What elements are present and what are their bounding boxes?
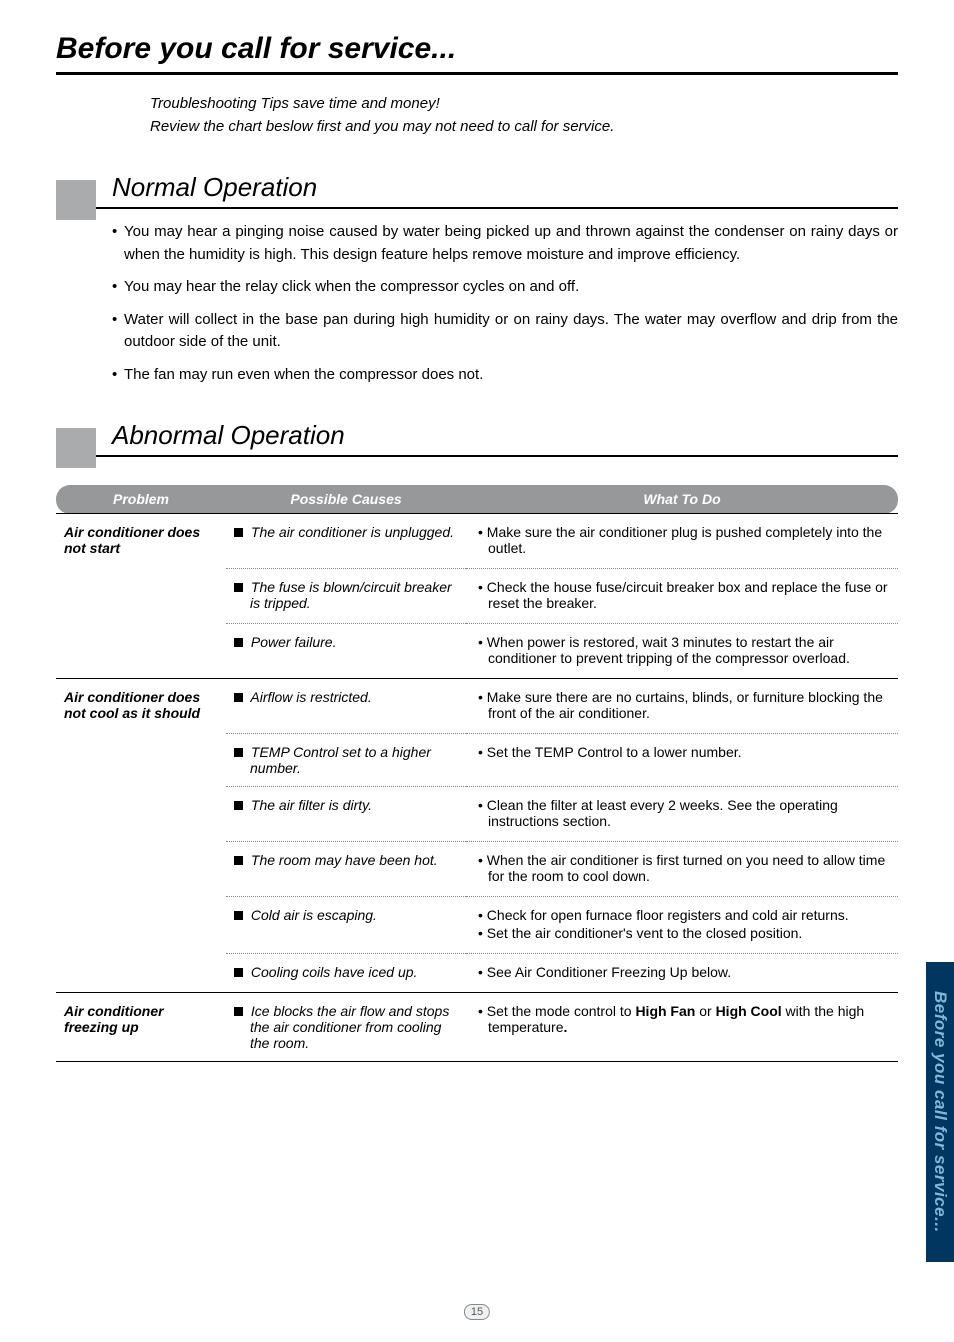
what-item: • Set the air conditioner's vent to the …	[474, 925, 890, 941]
what-item: • Clean the filter at least every 2 week…	[474, 797, 890, 829]
section-rule	[96, 207, 898, 209]
title-rule	[56, 72, 898, 75]
what-item: • See Air Conditioner Freezing Up below.	[474, 964, 890, 980]
cause-cell: Cooling coils have iced up.	[226, 954, 466, 993]
col-header-what: What To Do	[466, 485, 898, 514]
what-cell: • Check for open furnace floor registers…	[466, 897, 898, 954]
section-heading: Normal Operation	[56, 172, 898, 207]
what-cell: • When the air conditioner is first turn…	[466, 842, 898, 897]
cause-text: The room may have been hot.	[247, 852, 438, 868]
square-bullet-icon	[234, 911, 243, 920]
side-tab: Before you call for service...	[926, 962, 954, 1262]
what-item: • Make sure the air conditioner plug is …	[474, 524, 890, 556]
square-bullet-icon	[234, 856, 243, 865]
cause-cell: The fuse is blown/circuit breaker is tri…	[226, 569, 466, 624]
cause-text: Airflow is restricted.	[247, 689, 372, 705]
what-item: • When power is restored, wait 3 minutes…	[474, 634, 890, 666]
what-item: • Make sure there are no curtains, blind…	[474, 689, 890, 721]
list-item: Water will collect in the base pan durin…	[112, 309, 898, 354]
list-item: You may hear a pinging noise caused by w…	[112, 221, 898, 266]
table-row: Air conditioner does not cool as it shou…	[56, 679, 898, 734]
square-bullet-icon	[234, 693, 243, 702]
cause-cell: The room may have been hot.	[226, 842, 466, 897]
intro-line: Review the chart beslow first and you ma…	[150, 116, 898, 139]
square-bullet-icon	[234, 968, 243, 977]
cause-text: The fuse is blown/circuit breaker is tri…	[247, 579, 452, 611]
cause-cell: Ice blocks the air flow and stops the ai…	[226, 993, 466, 1062]
cause-cell: Power failure.	[226, 624, 466, 679]
square-bullet-icon	[234, 801, 243, 810]
what-cell: • See Air Conditioner Freezing Up below.	[466, 954, 898, 993]
what-item: • Set the TEMP Control to a lower number…	[474, 744, 890, 760]
col-header-problem: Problem	[56, 485, 226, 514]
what-cell: • When power is restored, wait 3 minutes…	[466, 624, 898, 679]
square-bullet-icon	[234, 748, 243, 757]
normal-bullet-list: You may hear a pinging noise caused by w…	[112, 221, 898, 386]
cause-text: Cooling coils have iced up.	[247, 964, 417, 980]
square-bullet-icon	[234, 583, 243, 592]
section-marker-box	[56, 180, 96, 220]
problem-cell: Air conditioner freezing up	[56, 993, 226, 1062]
what-cell: • Check the house fuse/circuit breaker b…	[466, 569, 898, 624]
cause-cell: The air filter is dirty.	[226, 787, 466, 842]
normal-operation-body: You may hear a pinging noise caused by w…	[112, 221, 898, 386]
section-normal-operation: Normal Operation	[56, 172, 898, 209]
list-item: You may hear the relay click when the co…	[112, 276, 898, 299]
section-heading: Abnormal Operation	[56, 420, 898, 455]
cause-cell: The air conditioner is unplugged.	[226, 514, 466, 569]
intro-line: Troubleshooting Tips save time and money…	[150, 93, 898, 116]
cause-cell: TEMP Control set to a higher number.	[226, 734, 466, 787]
troubleshooting-table: Problem Possible Causes What To Do Air c…	[56, 485, 898, 1062]
problem-cell: Air conditioner does not start	[56, 514, 226, 679]
cause-text: Power failure.	[247, 634, 336, 650]
page-number: 15	[464, 1304, 490, 1320]
what-item: • Check for open furnace floor registers…	[474, 907, 890, 923]
table-header-row: Problem Possible Causes What To Do	[56, 485, 898, 514]
what-cell: • Make sure the air conditioner plug is …	[466, 514, 898, 569]
section-marker-box	[56, 428, 96, 468]
page-title: Before you call for service...	[0, 0, 954, 72]
cause-text: The air filter is dirty.	[247, 797, 372, 813]
section-rule	[96, 455, 898, 457]
table-row: Air conditioner freezing up Ice blocks t…	[56, 993, 898, 1062]
table-row: Air conditioner does not start The air c…	[56, 514, 898, 569]
cause-text: TEMP Control set to a higher number.	[247, 744, 431, 776]
cause-text: Ice blocks the air flow and stops the ai…	[247, 1003, 449, 1051]
what-item: • Check the house fuse/circuit breaker b…	[474, 579, 890, 611]
section-abnormal-operation: Abnormal Operation	[56, 420, 898, 457]
what-cell: • Make sure there are no curtains, blind…	[466, 679, 898, 734]
what-cell: • Clean the filter at least every 2 week…	[466, 787, 898, 842]
cause-cell: Cold air is escaping.	[226, 897, 466, 954]
cause-cell: Airflow is restricted.	[226, 679, 466, 734]
cause-text: The air conditioner is unplugged.	[247, 524, 454, 540]
what-cell: • Set the TEMP Control to a lower number…	[466, 734, 898, 787]
what-item: • When the air conditioner is first turn…	[474, 852, 890, 884]
what-cell: • Set the mode control to High Fan or Hi…	[466, 993, 898, 1062]
cause-text: Cold air is escaping.	[247, 907, 377, 923]
intro-block: Troubleshooting Tips save time and money…	[150, 93, 898, 138]
square-bullet-icon	[234, 528, 243, 537]
list-item: The fan may run even when the compressor…	[112, 364, 898, 387]
col-header-causes: Possible Causes	[226, 485, 466, 514]
what-item: • Set the mode control to High Fan or Hi…	[474, 1003, 890, 1035]
problem-cell: Air conditioner does not cool as it shou…	[56, 679, 226, 993]
square-bullet-icon	[234, 1007, 243, 1016]
square-bullet-icon	[234, 638, 243, 647]
